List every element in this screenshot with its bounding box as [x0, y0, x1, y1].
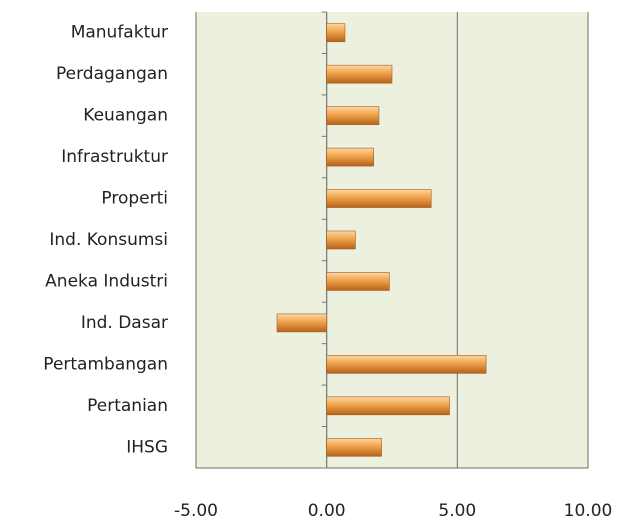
- bar: [276, 313, 327, 333]
- x-tick-label: 5.00: [438, 501, 476, 521]
- plot-area: [196, 12, 588, 468]
- x-tick-label: 0.00: [308, 501, 346, 521]
- bar: [326, 189, 432, 208]
- bar: [326, 106, 380, 125]
- bar: [326, 272, 390, 291]
- y-tick-label: Keuangan: [83, 106, 168, 126]
- y-tick-label: Pertambangan: [43, 354, 168, 374]
- y-tick-label: Ind. Konsumsi: [49, 230, 168, 250]
- bar: [326, 355, 487, 374]
- y-tick-label: Perdagangan: [56, 64, 168, 84]
- bar: [326, 396, 450, 416]
- y-tick-label: Pertanian: [87, 396, 168, 416]
- bar: [326, 230, 356, 250]
- bar: [326, 147, 375, 167]
- bar: [326, 437, 382, 457]
- y-tick-label: Ind. Dasar: [81, 313, 168, 333]
- bar: [326, 23, 346, 43]
- y-tick-label: IHSG: [126, 437, 168, 457]
- x-tick-label: -5.00: [174, 501, 218, 521]
- bar: [326, 64, 393, 84]
- y-tick-label: Manufaktur: [71, 23, 168, 43]
- y-tick-label: Properti: [101, 189, 168, 209]
- y-tick-label: Aneka Industri: [45, 271, 168, 291]
- x-tick-label: 10.00: [564, 501, 613, 521]
- y-tick-label: Infrastruktur: [61, 147, 168, 167]
